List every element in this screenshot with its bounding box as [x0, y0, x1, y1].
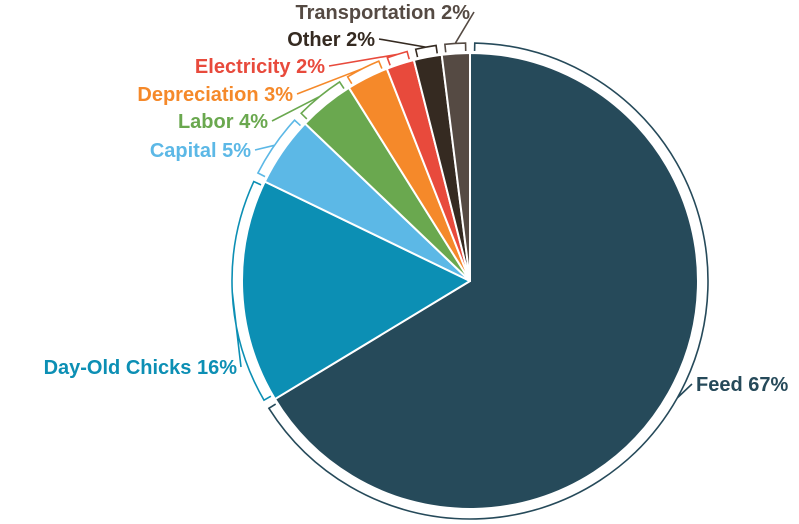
- pie-slice-day-old-chicks: [241, 180, 471, 401]
- slice-label-labor: Labor 4%: [178, 111, 268, 133]
- leader-line-capital: [254, 119, 302, 178]
- pie-slice-feed: [273, 52, 699, 510]
- leader-line-labor: [271, 80, 345, 122]
- slice-label-other: Other 2%: [287, 29, 375, 51]
- slice-label-transportation: Transportation 2%: [296, 2, 471, 24]
- leader-line-feed: [267, 42, 709, 520]
- leader-line-other: [378, 38, 438, 58]
- leader-line-day-old-chicks: [231, 180, 272, 402]
- slice-label-electricity: Electricity 2%: [195, 56, 325, 78]
- leader-line-transportation: [443, 11, 475, 53]
- pie-slice-transportation: [440, 52, 471, 282]
- slice-label-depreciation: Depreciation 3%: [137, 84, 293, 106]
- slice-label-capital: Capital 5%: [150, 140, 251, 162]
- leader-line-electricity: [328, 50, 410, 67]
- slice-label-feed: Feed 67%: [696, 374, 788, 396]
- leader-line-depreciation: [296, 60, 383, 95]
- slice-label-day-old-chicks: Day-Old Chicks 16%: [44, 357, 238, 379]
